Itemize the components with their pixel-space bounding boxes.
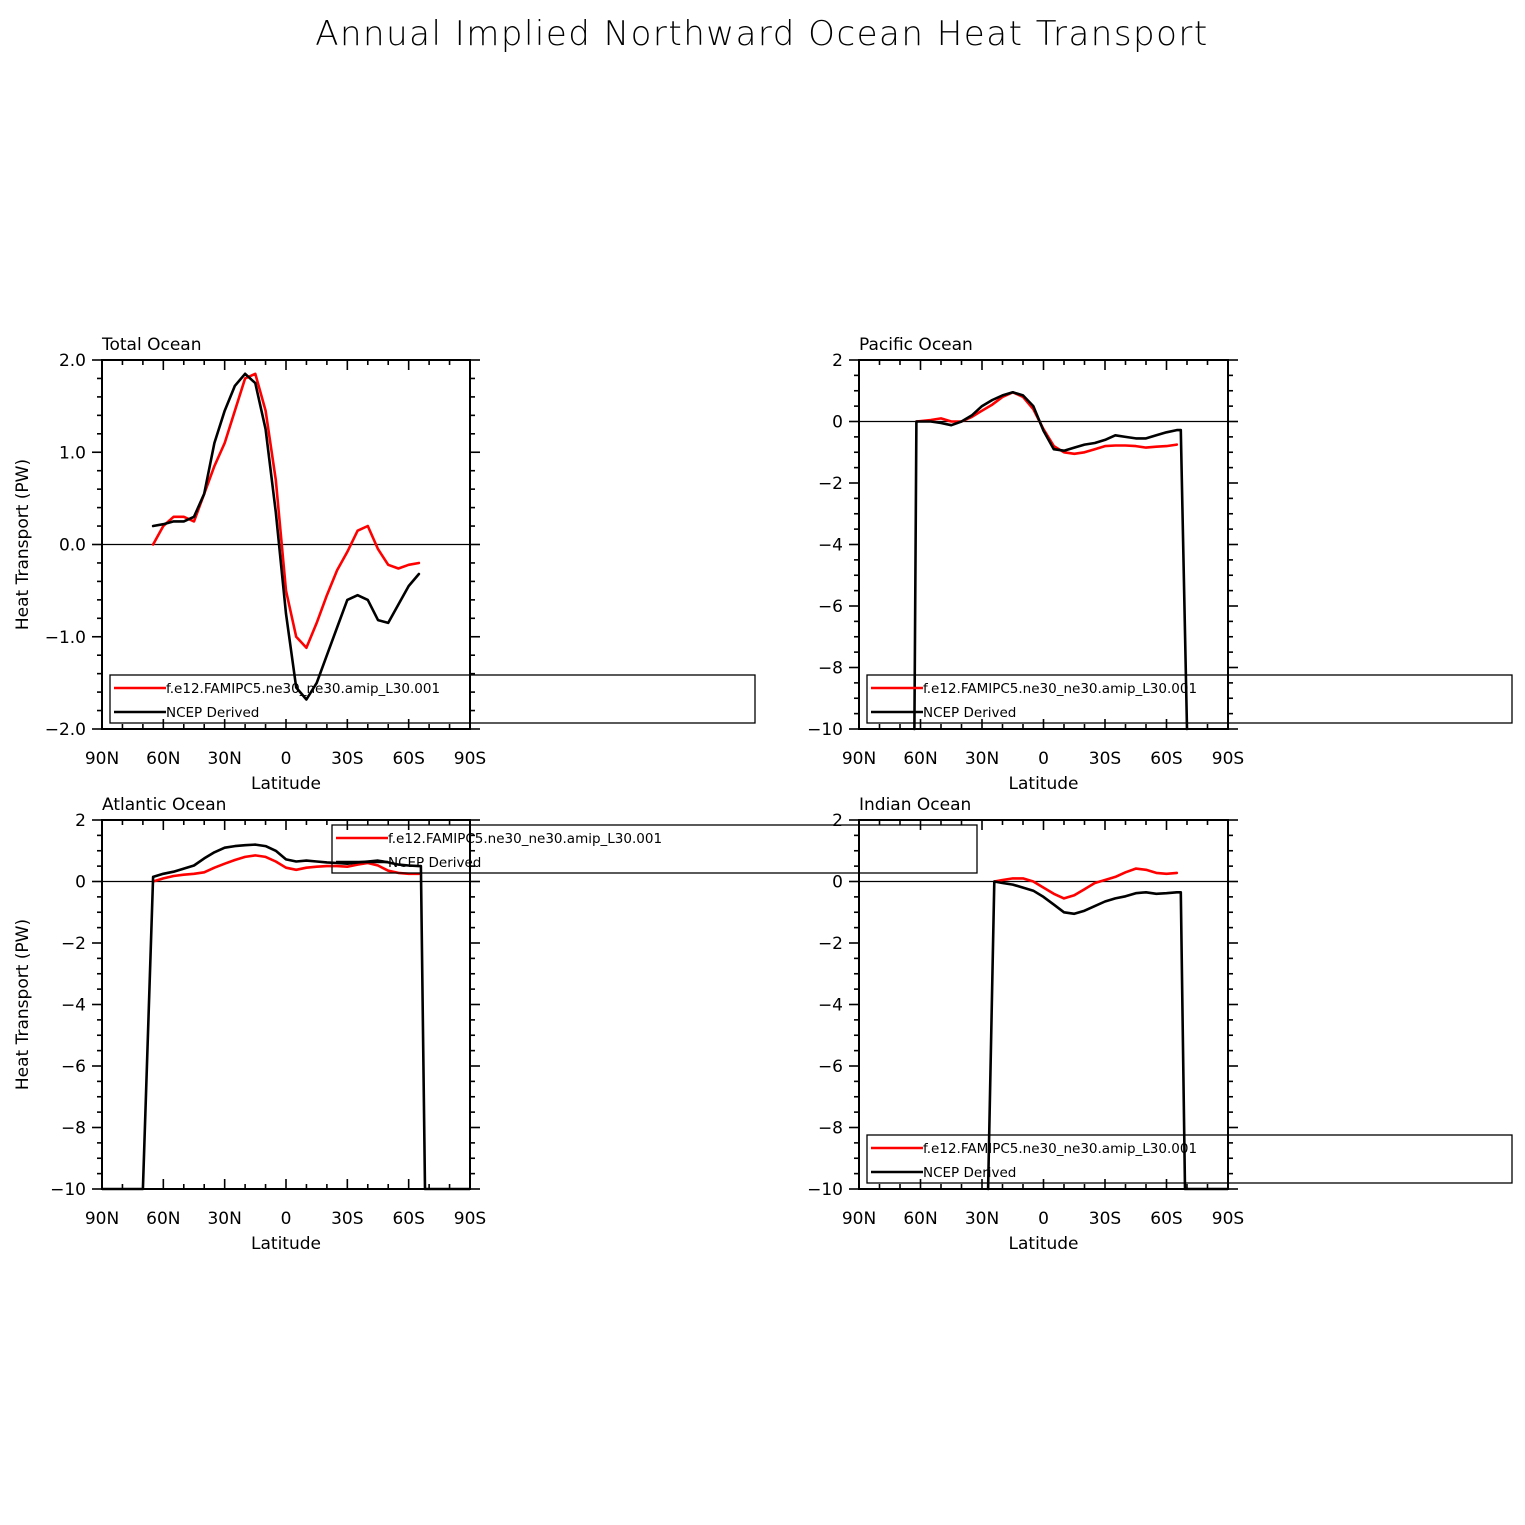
x-tick-label: 60S — [392, 749, 424, 769]
y-tick-label: −4 — [818, 536, 843, 556]
chart-panel: Indian Ocean 90N 60N 30N 0 30S 60S 90S 2 0 −2 −4 −6 −… — [807, 795, 1513, 1254]
y-tick-label: −4 — [818, 996, 843, 1016]
y-tick-label: 2 — [832, 811, 843, 831]
x-tick-label: 60S — [1150, 749, 1182, 769]
y-tick-label: −10 — [807, 720, 843, 740]
y-tick-label: 0 — [75, 873, 86, 893]
x-tick-label: 0 — [281, 749, 292, 769]
x-tick-label: 90N — [85, 1209, 119, 1229]
legend-label: f.e12.FAMIPC5.ne30_ne30.amip_L30.001 — [923, 1141, 1197, 1157]
legend-box — [331, 824, 978, 874]
chart-panel: Total Ocean 90N 60N 30N 0 30S 60S 90S 2.0 1.0 0.0 −… — [13, 335, 756, 794]
x-axis-label: Latitude — [1009, 774, 1079, 794]
figure-title: Annual Implied Northward Ocean Heat Tran… — [315, 14, 1209, 54]
legend: f.e12.FAMIPC5.ne30_ne30.amip_L30.001 NCEP… — [866, 1134, 1513, 1184]
x-tick-label: 90N — [842, 1209, 876, 1229]
x-axis-label: Latitude — [251, 1234, 321, 1254]
y-tick-label: −2 — [818, 474, 843, 494]
legend-box — [866, 674, 1513, 724]
panel-title: Total Ocean — [101, 335, 202, 355]
model-series-line — [992, 867, 1179, 900]
legend-box — [866, 1134, 1513, 1184]
y-tick-label: −8 — [818, 1119, 843, 1139]
y-tick-label: −8 — [818, 659, 843, 679]
legend-box — [109, 674, 756, 724]
legend-label: NCEP Derived — [923, 1165, 1016, 1181]
ncep-series-line — [151, 372, 421, 701]
chart-panel: Pacific Ocean 90N 60N 30N 0 30S 60S 90S 2 0 −2 −4 −6… — [807, 335, 1513, 794]
y-tick-label: −2 — [818, 934, 843, 954]
y-tick-label: 2 — [75, 811, 86, 831]
legend-label: NCEP Derived — [166, 705, 259, 721]
legend: f.e12.FAMIPC5.ne30_ne30.amip_L30.001 NCEP… — [866, 674, 1513, 724]
y-tick-label: 0.0 — [59, 536, 86, 556]
x-tick-label: 60N — [903, 749, 937, 769]
y-tick-label: −8 — [61, 1119, 86, 1139]
x-tick-label: 90S — [454, 749, 486, 769]
x-tick-label: 30N — [965, 749, 999, 769]
plot-frame — [858, 819, 1229, 1190]
x-tick-label: 30S — [331, 1209, 363, 1229]
y-tick-label: 2.0 — [59, 351, 86, 371]
x-tick-label: 90S — [454, 1209, 486, 1229]
x-tick-label: 0 — [281, 1209, 292, 1229]
y-tick-label: 0 — [832, 873, 843, 893]
x-tick-label: 60N — [146, 1209, 180, 1229]
x-tick-label: 30S — [1089, 1209, 1121, 1229]
legend-label: f.e12.FAMIPC5.ne30_ne30.amip_L30.001 — [923, 681, 1197, 697]
x-tick-label: 60S — [392, 1209, 424, 1229]
y-axis-label: Heat Transport (PW) — [13, 919, 33, 1090]
x-tick-label: 60N — [903, 1209, 937, 1229]
y-tick-label: −6 — [61, 1057, 86, 1077]
y-tick-label: −6 — [818, 1057, 843, 1077]
x-tick-label: 0 — [1038, 749, 1049, 769]
y-tick-label: −2 — [61, 934, 86, 954]
x-tick-label: 90N — [85, 749, 119, 769]
y-tick-label: −10 — [807, 1180, 843, 1200]
model-series-line — [151, 854, 421, 883]
x-tick-label: 30S — [1089, 749, 1121, 769]
y-tick-label: −10 — [50, 1180, 86, 1200]
panel-title: Indian Ocean — [859, 795, 971, 815]
panel-title: Pacific Ocean — [859, 335, 973, 355]
ncep-series-line — [913, 390, 1189, 731]
y-tick-label: −1.0 — [45, 628, 86, 648]
y-tick-label: −4 — [61, 996, 86, 1016]
ncep-series-line — [102, 843, 470, 1191]
y-tick-label: −6 — [818, 597, 843, 617]
x-tick-label: 30N — [207, 749, 241, 769]
x-tick-label: 90S — [1212, 749, 1244, 769]
y-tick-label: −2.0 — [45, 720, 86, 740]
legend-label: NCEP Derived — [388, 855, 481, 871]
y-tick-label: 1.0 — [59, 443, 86, 463]
x-tick-label: 90S — [1212, 1209, 1244, 1229]
y-tick-label: 0 — [832, 413, 843, 433]
chart-panel: Atlantic Ocean 90N 60N 30N 0 30S 60S 90S 2 0 −2 −4 −… — [13, 795, 978, 1254]
legend: f.e12.FAMIPC5.ne30_ne30.amip_L30.001 NCEP… — [109, 674, 756, 724]
x-tick-label: 30N — [207, 1209, 241, 1229]
legend: f.e12.FAMIPC5.ne30_ne30.amip_L30.001 NCEP… — [331, 824, 978, 874]
x-tick-label: 0 — [1038, 1209, 1049, 1229]
panel-title: Atlantic Ocean — [102, 795, 226, 815]
legend-label: f.e12.FAMIPC5.ne30_ne30.amip_L30.001 — [388, 831, 662, 847]
legend-label: f.e12.FAMIPC5.ne30_ne30.amip_L30.001 — [166, 681, 440, 697]
x-axis-label: Latitude — [251, 774, 321, 794]
y-tick-label: 2 — [832, 351, 843, 371]
x-tick-label: 60N — [146, 749, 180, 769]
x-axis-label: Latitude — [1009, 1234, 1079, 1254]
y-axis-label: Heat Transport (PW) — [13, 459, 33, 630]
ncep-series-line — [986, 880, 1228, 1191]
x-tick-label: 30S — [331, 749, 363, 769]
x-tick-label: 60S — [1150, 1209, 1182, 1229]
x-tick-label: 30N — [965, 1209, 999, 1229]
legend-label: NCEP Derived — [923, 705, 1016, 721]
x-tick-label: 90N — [842, 749, 876, 769]
